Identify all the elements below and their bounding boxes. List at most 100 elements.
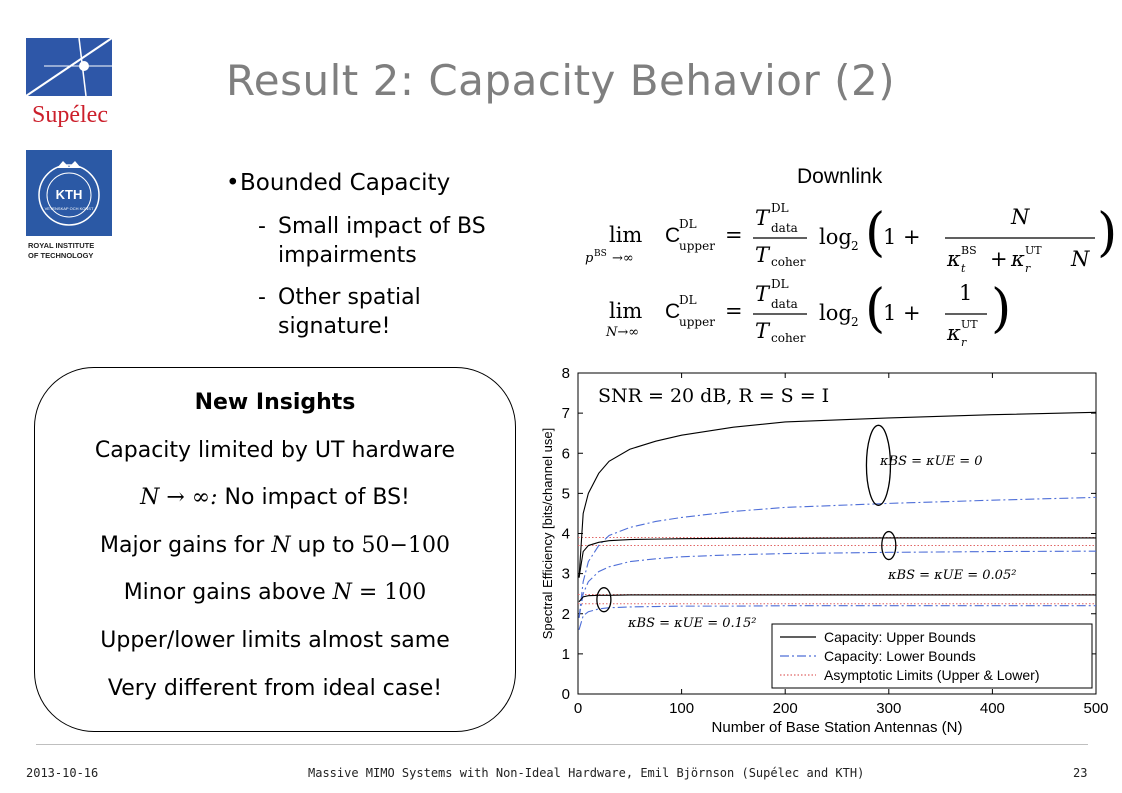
insights-line-6: Very different from ideal case!	[107, 676, 443, 701]
kappa-t-sup: BS	[961, 244, 977, 257]
eq-2: =	[725, 299, 743, 323]
y-tick-label: 5	[562, 485, 570, 502]
insights-line-3-b: up to	[290, 533, 362, 558]
upper-bound-line	[578, 411, 1097, 578]
spectral-efficiency-chart: 0 100 200 300 400 500 0 1 2 3 4 5 6 7 8 Number of Base …	[540, 365, 1109, 736]
supelec-wordmark: Supélec	[32, 102, 108, 128]
paren-close-1: )	[1097, 203, 1115, 263]
log-2: log	[819, 301, 852, 325]
lim-1-sub: p	[585, 251, 594, 266]
curve-group-ellipse	[881, 530, 897, 561]
footer-page-number: 23	[1073, 766, 1088, 780]
kth-ring-text: VETENSKAP OCH KONST	[45, 206, 94, 211]
insights-line-3-n: N	[271, 533, 291, 558]
log-2-sub: 2	[851, 315, 859, 329]
paren-close-2: )	[991, 279, 1011, 339]
c-upper-1-sup: DL	[679, 217, 697, 231]
curve-label: κBS = κUE = 0.05²	[887, 568, 1016, 583]
one-plus-1: 1 +	[883, 225, 921, 249]
paren-open-2: (	[865, 279, 885, 339]
chart-annotations: SNR = 20 dB, R = S = I κBS = κUE = 0 κBS =…	[596, 385, 1093, 689]
den-n-1: N	[1070, 247, 1090, 271]
insights-line-3-a: Major gains for	[100, 533, 272, 558]
insights-line-2-text: No impact of BS!	[217, 485, 410, 510]
t-data-2-sub: data	[771, 297, 798, 311]
legend-entry: Capacity: Upper Bounds	[824, 629, 976, 645]
insights-line-4-n: N	[332, 580, 352, 605]
c-upper-1-sub: upper	[679, 239, 715, 253]
bullet-dash: -	[258, 214, 266, 239]
y-tick-label: 8	[562, 365, 570, 382]
bullet-main: •Bounded Capacity	[226, 170, 451, 196]
kth-logo: KTH VETENSKAP OCH KONST ROYAL INSTITUTE …	[24, 148, 116, 263]
t-data-2-sup: DL	[771, 277, 789, 291]
equation-upper-limit-pbs: lim p BS →∞ C DL upper = T DL data T coh…	[585, 201, 1115, 275]
lim-1-arrow: →∞	[612, 251, 634, 266]
curve-group-ellipse	[596, 587, 612, 613]
lim-1-sub-sup: BS	[594, 249, 607, 259]
legend-box	[771, 623, 1093, 689]
c-upper-1: C	[665, 224, 680, 247]
y-tick-label: 2	[562, 606, 570, 623]
kth-caption-2: OF TECHNOLOGY	[28, 251, 93, 260]
insights-line-2-math: N → ∞:	[140, 485, 218, 510]
kappa-r-2-sub: r	[961, 336, 967, 349]
insights-line-3: Major gains for N up to 50−100	[35, 533, 515, 558]
insights-heading: New Insights	[194, 390, 356, 415]
equation-upper-limit-n: lim N→∞ C DL upper = T DL data T coher l…	[605, 277, 1011, 349]
legend-entry: Asymptotic Limits (Upper & Lower)	[824, 667, 1040, 683]
x-tick-label: 300	[876, 700, 901, 717]
kappa-r-2: κ	[946, 321, 961, 345]
kappa-r-1: κ	[1010, 247, 1025, 271]
curve-label: κBS = κUE = 0.15²	[627, 616, 756, 631]
insights-line-5: Upper/lower limits almost same	[100, 628, 450, 653]
x-tick-label: 200	[773, 700, 798, 717]
lim-2: lim	[609, 299, 642, 323]
x-tick-label: 500	[1083, 700, 1108, 717]
x-tick-label: 400	[980, 700, 1005, 717]
y-tick-label: 6	[562, 445, 570, 462]
num-n-1: N	[1010, 205, 1030, 229]
kappa-t: κ	[946, 247, 961, 271]
log-1: log	[819, 225, 852, 249]
chart-series	[578, 411, 1097, 630]
upper-bound-line	[578, 594, 1096, 603]
kappa-t-sub: t	[961, 262, 966, 275]
y-tick-label: 4	[562, 526, 570, 543]
lim-2-sub: N→∞	[605, 325, 639, 340]
num-one-2: 1	[959, 281, 972, 305]
snr-annotation: SNR = 20 dB, R = S = I	[598, 385, 829, 407]
curve-group-ellipse	[865, 424, 892, 506]
y-tick-label: 3	[562, 566, 570, 583]
legend-entry: Capacity: Lower Bounds	[824, 648, 976, 664]
x-axis-label: Number of Base Station Antennas (N)	[712, 719, 963, 736]
insights-line-2: N → ∞: No impact of BS!	[35, 485, 515, 510]
c-upper-2-sup: DL	[679, 293, 697, 307]
kappa-r-1-sup: UT	[1025, 244, 1042, 257]
bullet-sub-1-text: Small impact of BS impairments	[278, 214, 486, 268]
insights-line-4-a: Minor gains above	[123, 580, 333, 605]
supelec-star-icon: Supélec	[25, 37, 113, 128]
c-upper-2: C	[665, 300, 680, 323]
insights-line-4-eq: = 100	[351, 580, 427, 605]
footer-rule	[36, 744, 1088, 745]
x-tick-label: 100	[669, 700, 694, 717]
curve-label: κBS = κUE = 0	[879, 454, 983, 469]
footer-date: 2013-10-16	[26, 766, 99, 780]
insights-line-4: Minor gains above N = 100	[35, 580, 515, 605]
c-upper-2-sub: upper	[679, 315, 715, 329]
t-coher-2-sub: coher	[771, 331, 806, 345]
bullet-main-text: Bounded Capacity	[240, 170, 451, 196]
t-coher-1: T	[755, 243, 771, 267]
t-data-1-sup: DL	[771, 201, 789, 215]
plus-1: +	[990, 247, 1008, 271]
y-axis-label: Spectral Efficiency [bits/channel use]	[540, 428, 555, 640]
t-coher-2: T	[755, 319, 771, 343]
insights-line-3-range: 50−100	[361, 533, 450, 558]
y-tick-label: 0	[562, 686, 570, 703]
footer-title: Massive MIMO Systems with Non-Ideal Hard…	[308, 766, 865, 780]
insights-line-1: Capacity limited by UT hardware	[94, 438, 456, 463]
insights-box: New Insights Capacity limited by UT hard…	[34, 367, 516, 732]
upper-bound-line	[578, 537, 1096, 578]
slide-title: Result 2: Capacity Behavior (2)	[226, 56, 896, 105]
